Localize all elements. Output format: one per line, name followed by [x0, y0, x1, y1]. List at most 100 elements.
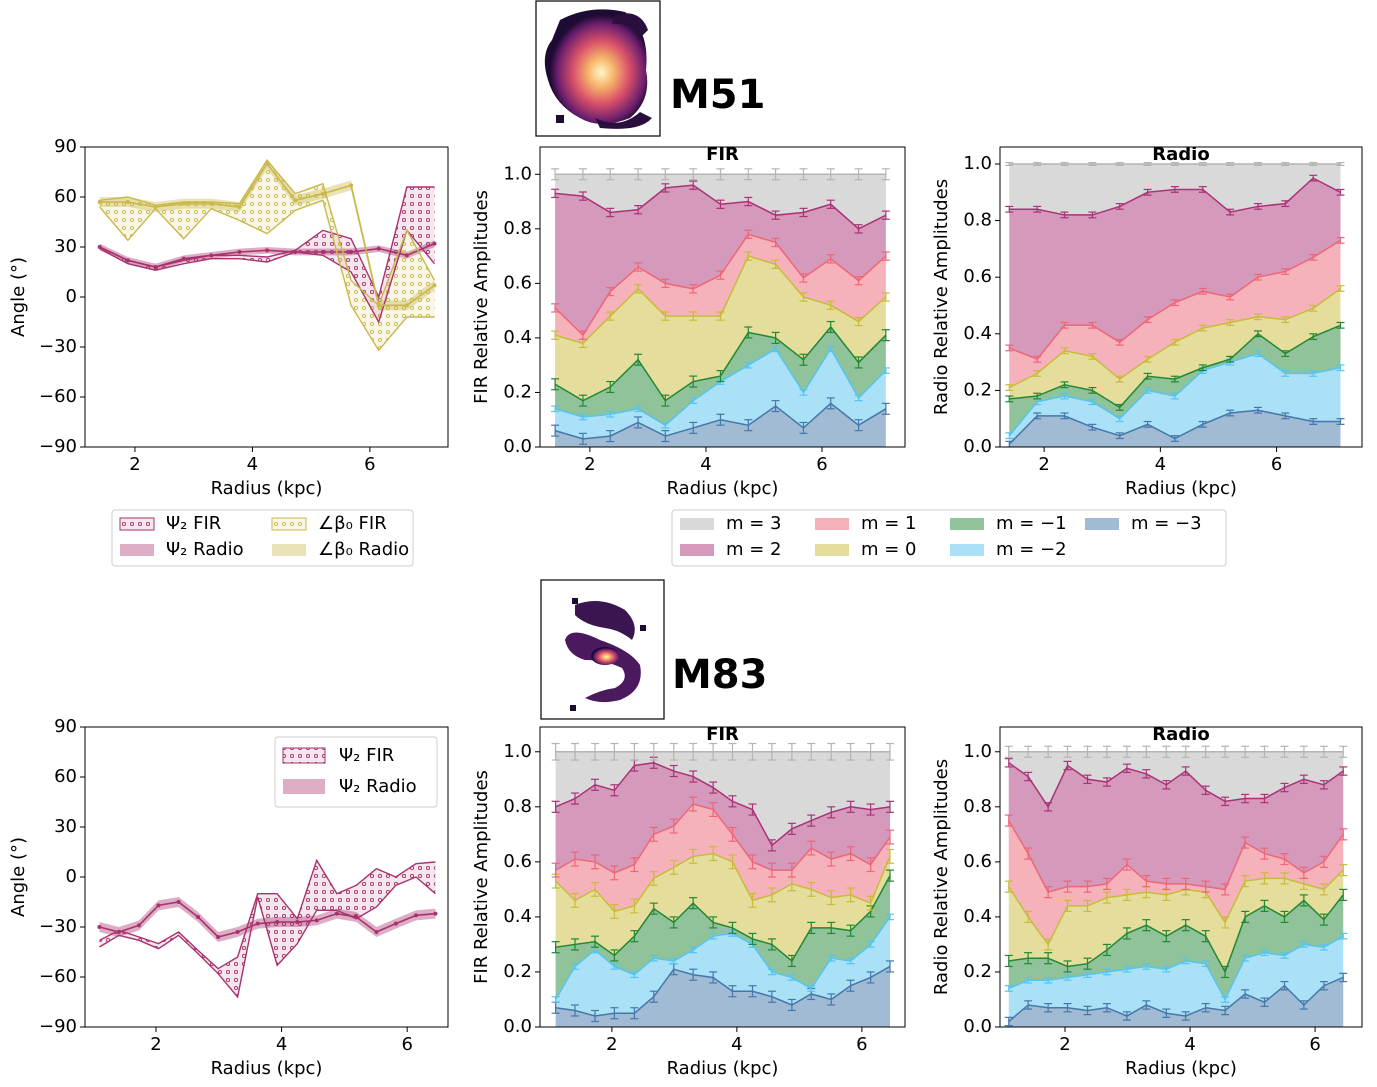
error-bar [881, 251, 890, 261]
x-tick-label: 4 [700, 454, 711, 475]
error-bar [1024, 847, 1033, 860]
y-tick-label: 0.6 [963, 266, 992, 287]
error-bar [1060, 412, 1069, 420]
point [216, 935, 221, 939]
error-bar [1083, 745, 1092, 758]
point [314, 918, 319, 923]
error-bar [1044, 938, 1053, 951]
error-bar [634, 405, 643, 413]
error-bar [1005, 344, 1014, 352]
error-bar [1181, 745, 1190, 758]
point [320, 250, 325, 254]
error-bar [1281, 268, 1290, 275]
error-bar [767, 887, 776, 903]
error-bar [826, 320, 835, 334]
chart-title: Radio [1152, 144, 1209, 165]
error-bar [689, 168, 698, 181]
thumbnail-m83 [540, 579, 665, 720]
plot-marks [551, 168, 890, 445]
x-tick-label: 4 [1155, 454, 1166, 475]
error-bar [1088, 423, 1097, 431]
error-bar [1281, 161, 1290, 166]
error-bar [771, 345, 780, 353]
error-bar [1221, 996, 1230, 1003]
error-bar [854, 224, 863, 234]
area-fill [555, 348, 886, 439]
error-bar [1115, 403, 1124, 411]
error-bar [1253, 203, 1262, 210]
legend-label: Ψ₂ Radio [339, 776, 417, 797]
y-tick-label: −60 [39, 386, 77, 407]
chart-title: Radio [1152, 724, 1209, 745]
error-bar [1260, 899, 1269, 913]
error-bar [886, 742, 894, 761]
error-bar [1226, 293, 1235, 301]
y-tick-label: 0.4 [963, 906, 992, 927]
galaxy-label: M51 [670, 72, 765, 118]
error-bar [1024, 910, 1033, 924]
error-bar [1221, 883, 1230, 896]
error-bar [1162, 965, 1171, 973]
error-bar [1260, 793, 1269, 804]
error-bar [1170, 161, 1179, 166]
error-bar [1142, 745, 1151, 758]
error-bar [846, 979, 855, 992]
error-bar [1201, 1003, 1210, 1013]
legend-swatch [680, 518, 714, 530]
error-bar [610, 742, 619, 761]
error-bar [1063, 899, 1072, 913]
error-bar [1253, 161, 1262, 166]
point [125, 258, 130, 263]
legend-swatch [815, 544, 849, 556]
error-bar [1281, 412, 1290, 420]
error-bar [689, 796, 698, 812]
error-bar [669, 742, 678, 761]
error-bar [610, 865, 619, 881]
error-bar [630, 930, 639, 943]
error-bar [826, 168, 835, 181]
error-bar [1241, 989, 1250, 999]
error-bar [606, 286, 615, 297]
point [433, 911, 438, 916]
x-tick-label: 6 [1271, 454, 1282, 475]
error-bar [1299, 866, 1308, 879]
error-bar [591, 742, 599, 761]
error-bar [1063, 960, 1072, 973]
error-bar [578, 413, 587, 421]
error-bar [767, 862, 776, 878]
error-bar [1088, 161, 1097, 166]
error-bar [1181, 766, 1190, 776]
error-bar [716, 168, 725, 181]
error-bar [1339, 828, 1348, 841]
error-bar [716, 413, 725, 426]
error-bar [1088, 211, 1097, 219]
x-tick-label: 6 [1309, 1034, 1320, 1055]
error-bar [1280, 910, 1289, 924]
error-bar [1280, 952, 1289, 959]
x-tick-label: 6 [856, 1034, 867, 1055]
error-bar [1319, 913, 1328, 926]
x-tick-label: 2 [606, 1034, 617, 1055]
error-bar [1309, 369, 1318, 377]
error-bar [1004, 880, 1013, 893]
axes-frame [999, 726, 1363, 1028]
error-bar [1115, 161, 1124, 166]
error-bar [827, 742, 836, 761]
legend-label: m = 2 [726, 539, 782, 560]
error-bar [728, 854, 737, 870]
area-line [1008, 820, 1344, 894]
error-bar [1260, 949, 1269, 957]
error-bar [799, 389, 808, 396]
error-bar [846, 846, 855, 862]
y-tick-label: 0.2 [503, 961, 532, 982]
point [97, 925, 102, 929]
y-tick-label: 0.6 [503, 272, 532, 293]
error-bar [1143, 372, 1152, 380]
error-bar [1060, 392, 1069, 400]
error-bar [1241, 836, 1250, 849]
error-bar [649, 902, 658, 915]
error-bar [1309, 161, 1318, 166]
error-bar [1033, 369, 1042, 377]
error-bar [610, 949, 619, 962]
error-bar [866, 857, 875, 873]
